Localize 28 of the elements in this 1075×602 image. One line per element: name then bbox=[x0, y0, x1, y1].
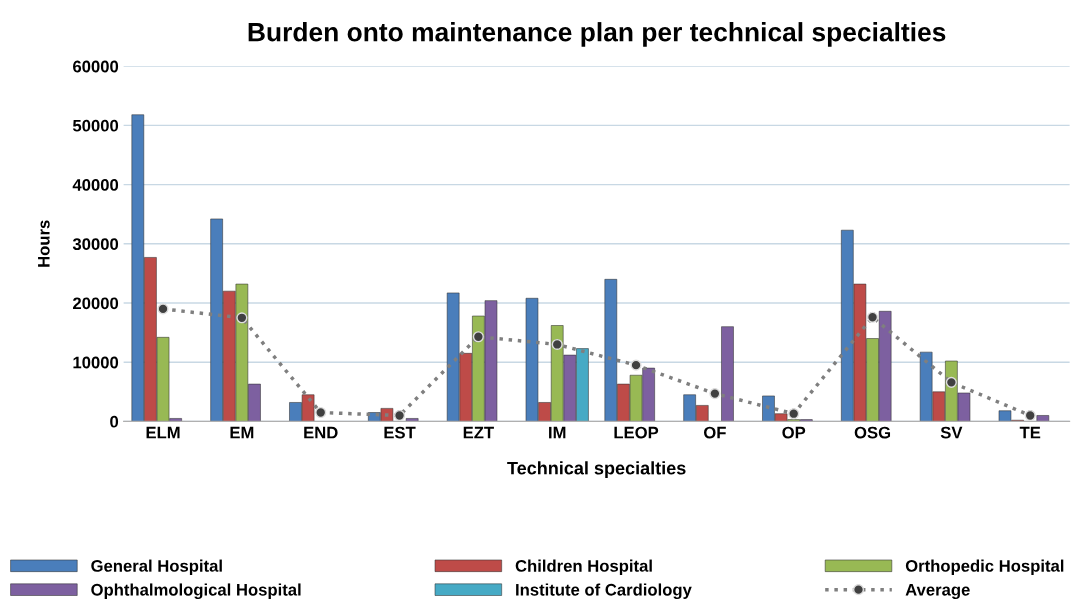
legend-label: Children Hospital bbox=[515, 559, 652, 576]
y-tick-label: 60000 bbox=[73, 60, 119, 73]
y-axis-title: Hours bbox=[38, 220, 50, 267]
x-tick-label: LEOP bbox=[614, 426, 659, 439]
x-tick-label: TE bbox=[1019, 426, 1041, 439]
y-tick-label: 50000 bbox=[72, 119, 119, 132]
legend-label: Ophthalmological Hospital bbox=[91, 583, 301, 600]
legend-label: General Hospital bbox=[91, 559, 222, 576]
x-axis-title: Technical specialties bbox=[507, 461, 686, 479]
x-tick-label: EZT bbox=[463, 426, 494, 439]
x-tick-label: IM bbox=[549, 426, 566, 439]
x-tick-label: OP bbox=[782, 426, 806, 439]
x-tick-label: EST bbox=[384, 426, 416, 439]
y-tick-label: 20000 bbox=[73, 297, 119, 310]
y-tick-label: 40000 bbox=[72, 179, 119, 191]
x-tick-label: OSG bbox=[854, 426, 891, 439]
x-tick-label: ELM bbox=[146, 426, 180, 439]
x-tick-label: END bbox=[304, 426, 338, 439]
x-tick-label: SV bbox=[940, 426, 963, 439]
legend-label: Institute of Cardiology bbox=[516, 583, 692, 600]
x-tick-label: OF bbox=[703, 426, 726, 439]
legend-label: Average bbox=[905, 584, 970, 600]
x-tick-label: EM bbox=[230, 426, 254, 439]
y-tick-label: 10000 bbox=[73, 356, 119, 369]
legend-label: Orthopedic Hospital bbox=[905, 559, 1064, 576]
chart-title: Burden onto maintenance plan per technical specialties bbox=[248, 22, 946, 47]
y-tick-label: 30000 bbox=[72, 238, 119, 251]
y-tick-label: 0 bbox=[110, 415, 119, 428]
